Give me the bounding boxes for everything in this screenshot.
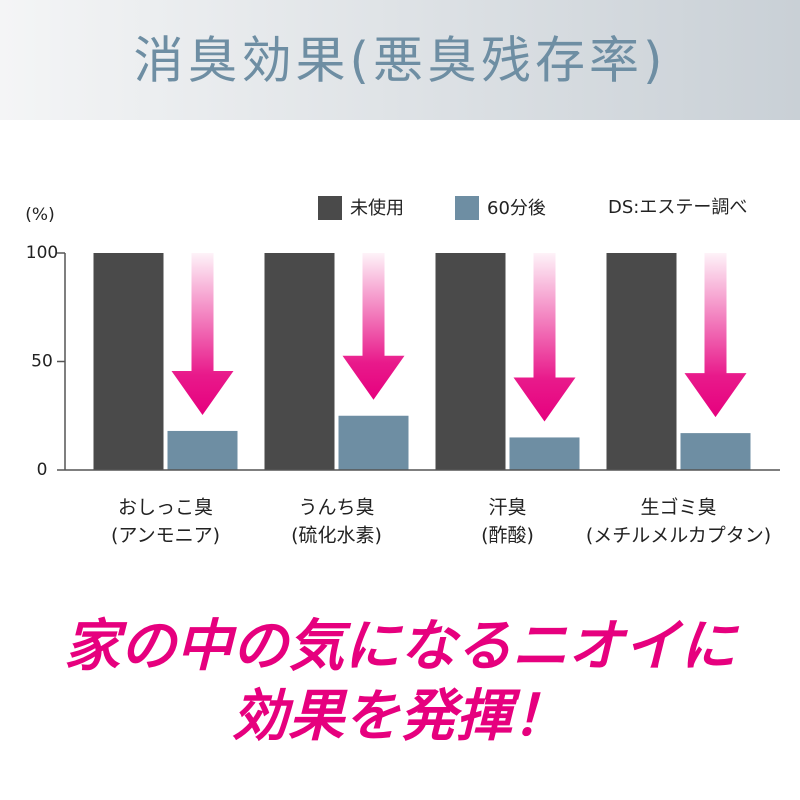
arrow [342,253,405,400]
y-tick-label: 100 [26,243,58,263]
bar [435,253,506,470]
y-tick-label: 0 [37,460,48,480]
x-tick-label: 汗臭 [488,497,526,519]
bar [93,253,164,470]
x-tick-label: (酢酸) [481,525,534,547]
header-band [0,0,800,120]
bar [167,430,238,470]
y-tick-label: 50 [31,352,53,372]
x-tick-label: (メチルメルカプタン) [586,525,771,547]
legend-label: 60分後 [487,198,546,219]
x-tick-label: 生ゴミ臭 [640,497,716,519]
source-note: DS:エステー調べ [608,197,747,218]
arrow [684,253,747,418]
arrow [513,253,576,422]
arrow [171,253,234,415]
bar [264,253,335,470]
x-tick-label: おしっこ臭 [118,497,213,519]
y-axis-label: (%) [25,205,54,225]
legend-label: 未使用 [350,198,404,219]
bar [680,433,751,470]
bar [509,437,580,470]
chart-title: 消臭効果(悪臭残存率) [133,32,666,90]
bar [606,253,677,470]
x-tick-label: (アンモニア) [111,525,220,547]
x-tick-label: うんち臭 [298,497,374,519]
legend-swatch [455,196,479,220]
legend-swatch [318,196,342,220]
bar [338,415,409,470]
x-tick-label: (硫化水素) [291,525,382,547]
caption-line: 家の中の気になるニオイに [64,614,740,679]
caption-line: 効果を発揮！ [232,684,568,749]
